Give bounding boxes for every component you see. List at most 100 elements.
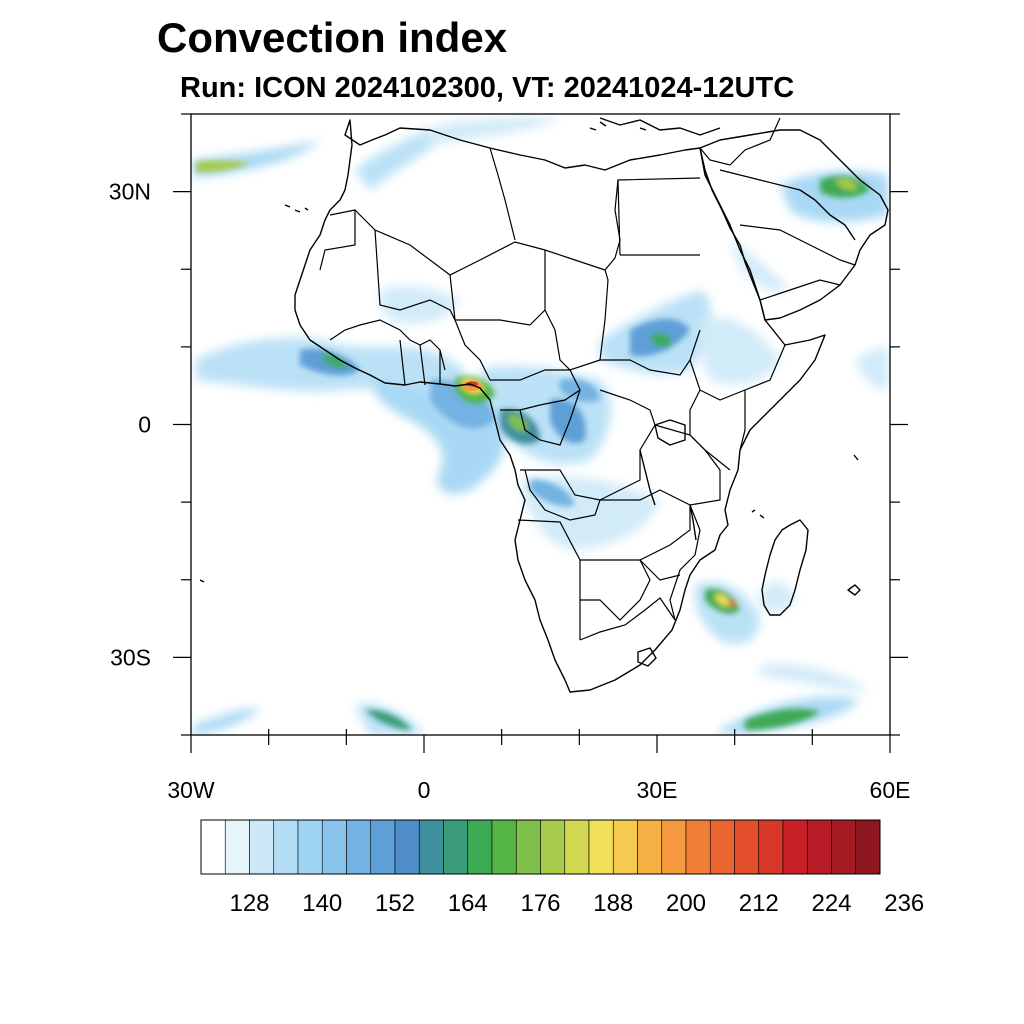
colorbar-swatch	[321, 819, 347, 875]
core-west-africa-green	[320, 354, 348, 369]
colorbar-swatch	[418, 819, 444, 875]
core-atlantic-band	[196, 160, 250, 172]
colorbar-label: 224	[811, 890, 851, 917]
colorbar-swatch	[661, 819, 687, 875]
mediterranean-islands	[589, 121, 647, 131]
colorbar-swatch	[806, 819, 832, 875]
border-west-africa-states	[329, 319, 446, 371]
border-niger-chad	[449, 250, 546, 326]
colorbar-swatch	[758, 819, 784, 875]
colorbar-swatch	[782, 819, 808, 875]
field-red-sea	[730, 240, 790, 292]
colorbar-swatch	[443, 819, 469, 875]
colorbar-label: 164	[448, 890, 488, 917]
border-zambia	[600, 489, 691, 561]
lon-label: 30E	[637, 777, 678, 803]
field-southern-ocean-mid	[760, 663, 870, 691]
core-south-congo	[530, 479, 575, 507]
colorbar-swatch	[709, 819, 735, 875]
colorbar-swatch	[685, 819, 711, 875]
border-nigeria-cameroon	[454, 319, 491, 381]
colorbar-swatch	[491, 819, 517, 875]
persian-gulf-coast	[799, 189, 856, 241]
coastlines-and-borders	[199, 117, 889, 693]
lake-malawi	[689, 504, 697, 541]
colorbar-swatch	[467, 819, 493, 875]
border-sudan-south	[600, 329, 701, 376]
lake-tanganyika	[639, 449, 656, 506]
field-north-atlantic-band	[193, 140, 320, 178]
border-angola	[517, 469, 601, 561]
colorbar-frame	[200, 819, 881, 875]
border-zimbabwe	[639, 559, 681, 581]
colorbar-swatch	[564, 819, 590, 875]
colorbar-swatch	[637, 819, 663, 875]
border-north-africa	[354, 177, 701, 276]
border-ethiopia	[689, 344, 786, 401]
border-congo-drc	[519, 389, 581, 446]
colorbar-label: 140	[302, 890, 342, 917]
canary-islands	[284, 204, 309, 213]
colorbar-swatch	[297, 819, 323, 875]
field-sahel	[379, 285, 460, 324]
political-borders	[319, 117, 856, 641]
lon-label: 60E	[870, 777, 911, 803]
border-kenya	[689, 389, 731, 471]
colorbar-swatch	[540, 819, 566, 875]
colorbar-label: 128	[229, 890, 269, 917]
border-drc-east	[524, 389, 656, 521]
arabian-peninsula-coastline	[699, 129, 889, 321]
colorbar-swatch	[734, 819, 760, 875]
lesotho	[637, 647, 657, 667]
lat-label: 0	[138, 412, 151, 438]
colorbar-swatch	[588, 819, 614, 875]
colorbar-label: 188	[593, 890, 633, 917]
colorbar-label: 200	[666, 890, 706, 917]
border-south-africa	[579, 597, 676, 641]
africa-coastline	[294, 119, 826, 693]
map-axes: 30N 0 30S 30W 0 30E 60E	[109, 113, 911, 803]
border-chad-sudan	[544, 269, 609, 371]
colorbar-swatch	[200, 819, 226, 875]
colorbar-swatch	[273, 819, 299, 875]
colorbar-swatch	[831, 819, 857, 875]
colorbar-swatch	[224, 819, 250, 875]
field-mediterranean	[420, 116, 560, 145]
convection-shading	[193, 116, 889, 735]
border-western-sahara	[319, 209, 356, 271]
colorbar-label: 176	[520, 890, 560, 917]
border-algeria-libya	[489, 147, 516, 241]
border-mali	[374, 229, 456, 321]
colorbar-label: 236	[884, 890, 924, 917]
core-congo	[550, 399, 586, 444]
colorbar-swatch	[515, 819, 541, 875]
border-mozambique	[669, 504, 701, 621]
field-madagascar	[760, 581, 795, 612]
colorbar-swatch	[855, 819, 881, 875]
lake-victoria	[654, 419, 686, 446]
map-title: Convection index	[157, 14, 508, 61]
lat-label: 30S	[110, 644, 151, 670]
lon-label: 30W	[167, 777, 215, 803]
lon-label: 0	[418, 777, 431, 803]
core-persian-gulf-yellow	[835, 178, 858, 190]
colorbar-swatch	[346, 819, 372, 875]
map-subtitle: Run: ICON 2024102300, VT: 20241024-12UTC	[180, 72, 795, 104]
border-somalia	[739, 390, 746, 451]
colorbar-swatch	[249, 819, 275, 875]
border-libya-egypt	[617, 179, 621, 256]
core-mozambique-red	[728, 599, 736, 607]
core-southern-ocean-se	[745, 708, 820, 730]
colorbar-label: 212	[739, 890, 779, 917]
colorbar: 128 140 152 164 176 188 200 212 224 236	[200, 819, 924, 917]
core-southern-ocean-sw	[365, 709, 412, 730]
border-namibia-botswana	[579, 559, 651, 640]
border-arabia-states	[719, 169, 856, 301]
field-horn	[699, 317, 780, 384]
colorbar-swatch	[370, 819, 396, 875]
comoros-and-islands	[199, 454, 861, 596]
core-mozambique-yellow	[715, 594, 732, 607]
border-tanzania	[654, 424, 721, 506]
core-guinea-blue	[430, 379, 495, 429]
